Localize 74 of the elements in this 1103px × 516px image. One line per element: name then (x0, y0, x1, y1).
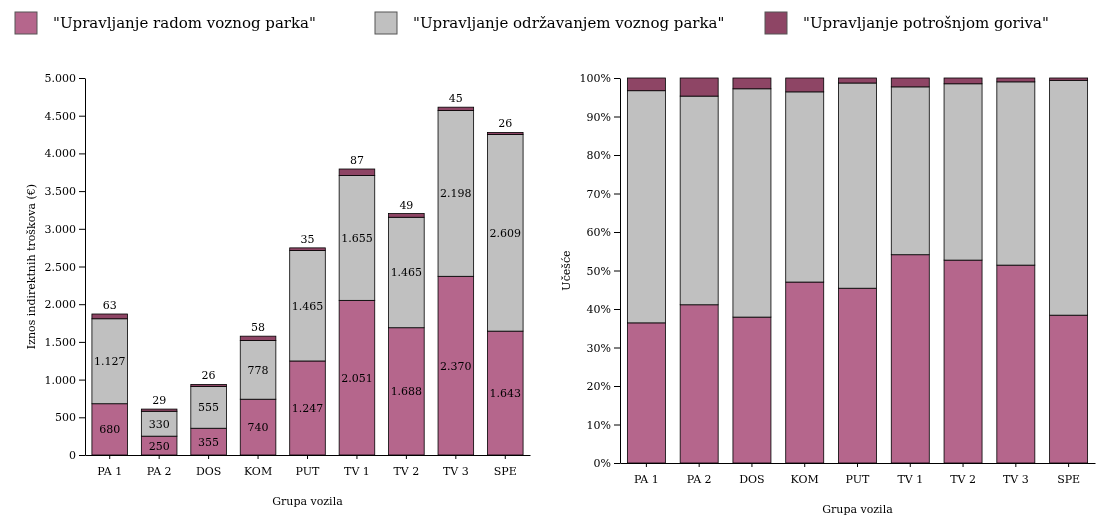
y-tick-label: 3.000 (44, 222, 76, 236)
data-label: 26 (201, 369, 216, 383)
x-tick-label: PA 1 (633, 473, 659, 487)
x-tick-label: SPE (1057, 473, 1081, 487)
data-label: 2.609 (489, 226, 522, 240)
y-tick-label: 80% (586, 149, 611, 163)
y-tick-label: 500 (55, 411, 76, 425)
x-tick-label: TV 2 (950, 473, 976, 487)
data-label: 49 (399, 198, 414, 212)
data-label: 680 (99, 423, 121, 437)
x-axis-title: Grupa vozila (272, 495, 344, 508)
x-tick-label: KOM (790, 473, 819, 487)
x-tick-label: DOS (195, 465, 222, 479)
y-tick-label: 100% (579, 72, 611, 86)
y-tick-label: 0% (593, 457, 611, 471)
data-label: 87 (349, 154, 364, 168)
data-label: 26 (498, 117, 513, 131)
data-label: 1.655 (341, 231, 373, 245)
x-tick-label: PA 1 (97, 465, 123, 479)
y-tick-label: 20% (586, 380, 611, 394)
y-tick-label: 4.000 (44, 147, 76, 161)
x-tick-label: TV 1 (344, 465, 370, 479)
y-tick-label: 3.500 (44, 185, 76, 199)
x-tick-label: PUT (845, 473, 871, 487)
y-tick-label: 60% (586, 226, 611, 240)
x-tick-label: DOS (739, 473, 765, 487)
data-label: 1.465 (291, 299, 324, 313)
data-label: 740 (247, 421, 269, 435)
data-label: 1.643 (489, 387, 522, 401)
data-label: 355 (198, 435, 220, 449)
legend-label: "Upravljanje radom voznog parka" (53, 14, 316, 32)
data-label: 35 (300, 232, 315, 246)
y-tick-label: 90% (586, 110, 611, 124)
y-tick-label: 40% (586, 303, 611, 317)
data-label: 1.127 (93, 355, 126, 369)
y-tick-label: 2.500 (44, 260, 76, 274)
y-tick-label: 1.500 (44, 335, 76, 349)
x-tick-label: PA 2 (686, 473, 712, 487)
legend-label: "Upravljanje održavanjem voznog parka" (413, 14, 725, 32)
y-tick-label: 50% (586, 264, 611, 278)
data-label: 29 (152, 394, 167, 408)
x-tick-label: TV 2 (393, 465, 420, 479)
x-tick-label: PA 2 (146, 465, 172, 479)
y-tick-label: 30% (586, 341, 611, 355)
y-tick-label: 0 (69, 449, 76, 463)
y-axis-title: Učešće (560, 250, 573, 291)
y-tick-label: 5.000 (44, 72, 76, 86)
data-label: 2.198 (440, 187, 472, 201)
data-label: 2.051 (341, 371, 373, 385)
y-tick-label: 4.500 (44, 109, 76, 123)
y-tick-label: 1.000 (44, 373, 76, 387)
data-label: 330 (148, 417, 170, 431)
data-label: 778 (247, 363, 269, 377)
legend-label: "Upravljanje potrošnjom goriva" (803, 14, 1049, 32)
x-tick-label: SPE (493, 465, 517, 479)
data-label: 63 (102, 299, 117, 312)
data-label: 2.370 (440, 359, 472, 373)
y-tick-label: 70% (586, 187, 611, 201)
x-tick-label: TV 3 (1002, 473, 1029, 487)
data-label: 1.688 (390, 385, 423, 399)
data-label: 555 (198, 401, 220, 415)
x-tick-label: TV 3 (442, 465, 469, 479)
data-label: 1.247 (291, 401, 324, 415)
data-label: 250 (148, 439, 170, 453)
y-tick-label: 10% (586, 418, 611, 432)
data-label: 58 (251, 321, 266, 335)
x-tick-label: KOM (243, 465, 273, 479)
y-tick-label: 2.000 (44, 298, 76, 312)
data-label: 45 (448, 92, 463, 106)
x-tick-label: PUT (295, 465, 321, 479)
x-axis-title: Grupa vozila (822, 503, 894, 516)
y-axis-title: Iznos indirektnih troškova (€) (25, 183, 38, 350)
data-label: 1.465 (390, 266, 423, 280)
x-tick-label: TV 1 (897, 473, 924, 487)
